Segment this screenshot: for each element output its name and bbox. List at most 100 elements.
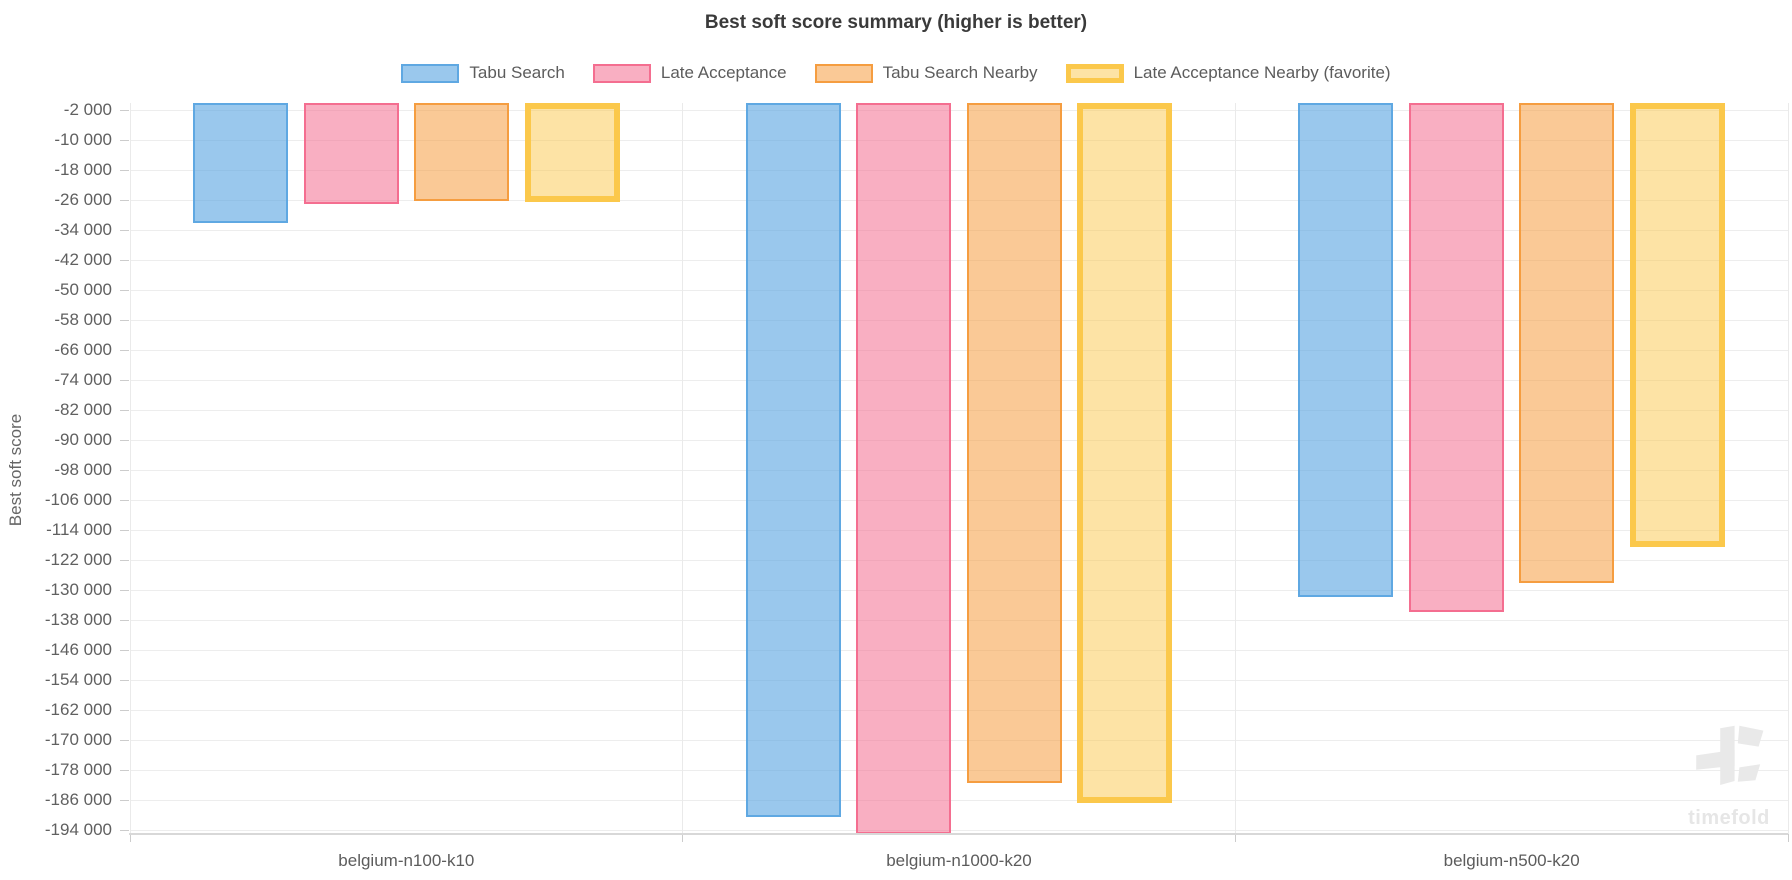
gridline — [130, 469, 1788, 471]
y-tick-mark — [120, 319, 129, 321]
bar-late-acceptance-nearby-favorite-belgium-n100-k10 — [524, 102, 620, 202]
gridline — [130, 559, 1788, 561]
y-tick-mark — [120, 439, 129, 441]
gridline — [130, 439, 1788, 441]
y-tick-mark — [120, 829, 129, 831]
bar-late-acceptance-belgium-n100-k10 — [303, 102, 399, 205]
category-separator — [682, 102, 684, 834]
y-tick-label: -10 000 — [54, 130, 112, 149]
y-tick-mark — [120, 619, 129, 621]
y-tick-label: -26 000 — [54, 190, 112, 209]
category-separator — [1787, 102, 1789, 834]
legend-label-late-acceptance-nearby-favorite: Late Acceptance Nearby (favorite) — [1133, 63, 1391, 82]
legend-swatch-tabu-search-nearby — [814, 63, 873, 83]
y-tick-mark — [120, 739, 129, 741]
timefold-logo-icon — [1696, 725, 1764, 785]
legend-item-tabu-search[interactable]: Tabu Search — [401, 63, 565, 83]
legend-label-tabu-search-nearby: Tabu Search Nearby — [882, 63, 1038, 82]
y-tick-label: -154 000 — [44, 670, 112, 689]
gridline — [130, 679, 1788, 681]
legend-swatch-late-acceptance — [592, 63, 651, 83]
y-tick-label: -42 000 — [54, 250, 112, 269]
y-tick-label: -58 000 — [54, 310, 112, 329]
y-tick-label: -114 000 — [46, 520, 112, 539]
category-separator — [1234, 102, 1236, 834]
gridline — [130, 169, 1788, 171]
y-tick-mark — [120, 679, 129, 681]
gridline — [130, 139, 1788, 141]
y-tick-mark — [120, 769, 129, 771]
y-tick-label: -90 000 — [54, 430, 112, 449]
bar-tabu-search-belgium-n500-k20 — [1298, 102, 1394, 598]
y-tick-mark — [120, 199, 129, 201]
x-tick-mark — [1234, 833, 1236, 842]
x-category-label-belgium-n500-k20: belgium-n500-k20 — [1443, 851, 1580, 870]
gridline — [130, 199, 1788, 201]
legend-label-tabu-search: Tabu Search — [469, 63, 565, 82]
bar-late-acceptance-belgium-n500-k20 — [1408, 102, 1504, 612]
bar-tabu-search-nearby-belgium-n1000-k20 — [966, 102, 1062, 784]
gridline — [130, 799, 1788, 801]
x-category-label-belgium-n1000-k20: belgium-n1000-k20 — [886, 851, 1032, 870]
legend-item-late-acceptance[interactable]: Late Acceptance — [592, 63, 787, 83]
gridline — [130, 709, 1788, 711]
y-tick-label: -74 000 — [54, 370, 112, 389]
gridline — [130, 619, 1788, 621]
y-tick-mark — [120, 109, 129, 111]
gridline — [130, 529, 1788, 531]
gridline — [130, 349, 1788, 351]
y-tick-mark — [120, 289, 129, 291]
y-tick-mark — [120, 589, 129, 591]
watermark-text: timefold — [1688, 807, 1770, 829]
y-tick-label: -50 000 — [54, 280, 112, 299]
y-tick-mark — [120, 559, 129, 561]
x-tick-mark — [1787, 833, 1789, 842]
bar-late-acceptance-nearby-favorite-belgium-n1000-k20 — [1077, 102, 1173, 803]
y-tick-mark — [120, 499, 129, 501]
y-tick-label: -98 000 — [54, 460, 112, 479]
gridline — [130, 589, 1788, 591]
y-tick-label: -194 000 — [44, 820, 112, 839]
legend-item-tabu-search-nearby[interactable]: Tabu Search Nearby — [814, 63, 1038, 83]
bar-tabu-search-belgium-n100-k10 — [193, 102, 289, 223]
y-tick-mark — [120, 469, 129, 471]
y-tick-label: -130 000 — [44, 580, 112, 599]
bar-tabu-search-belgium-n1000-k20 — [745, 102, 841, 817]
gridline — [130, 319, 1788, 321]
y-tick-mark — [120, 529, 129, 531]
y-tick-label: -170 000 — [44, 730, 112, 749]
gridline — [130, 829, 1788, 831]
y-tick-label: -178 000 — [44, 760, 112, 779]
gridline — [130, 379, 1788, 381]
y-tick-label: -162 000 — [44, 700, 112, 719]
bar-tabu-search-nearby-belgium-n100-k10 — [414, 102, 510, 202]
y-tick-label: -106 000 — [44, 490, 112, 509]
y-tick-label: -66 000 — [54, 340, 112, 359]
y-tick-mark — [120, 349, 129, 351]
gridline — [130, 739, 1788, 741]
bar-late-acceptance-nearby-favorite-belgium-n500-k20 — [1629, 102, 1725, 547]
legend-item-late-acceptance-nearby-favorite[interactable]: Late Acceptance Nearby (favorite) — [1065, 63, 1391, 83]
y-tick-mark — [120, 169, 129, 171]
y-tick-label: -122 000 — [44, 550, 112, 569]
gridline — [130, 769, 1788, 771]
watermark: timefold — [1684, 722, 1774, 830]
y-tick-label: -2 000 — [63, 100, 112, 119]
y-tick-label: -146 000 — [44, 640, 112, 659]
y-tick-label: -138 000 — [44, 610, 112, 629]
y-tick-mark — [120, 709, 129, 711]
gridline — [130, 499, 1788, 501]
legend-swatch-tabu-search — [401, 63, 460, 83]
chart-title: Best soft score summary (higher is bette… — [704, 12, 1088, 33]
y-tick-mark — [120, 229, 129, 231]
y-tick-mark — [120, 799, 129, 801]
bar-tabu-search-nearby-belgium-n500-k20 — [1519, 102, 1615, 583]
chart-legend: Tabu Search Late Acceptance Tabu Search Ne… — [0, 58, 1792, 88]
y-tick-mark — [120, 409, 129, 411]
bar-late-acceptance-belgium-n1000-k20 — [856, 102, 952, 834]
x-axis-line — [129, 832, 1788, 835]
y-tick-label: -34 000 — [54, 220, 112, 239]
category-separator — [129, 102, 131, 834]
gridline — [130, 409, 1788, 411]
